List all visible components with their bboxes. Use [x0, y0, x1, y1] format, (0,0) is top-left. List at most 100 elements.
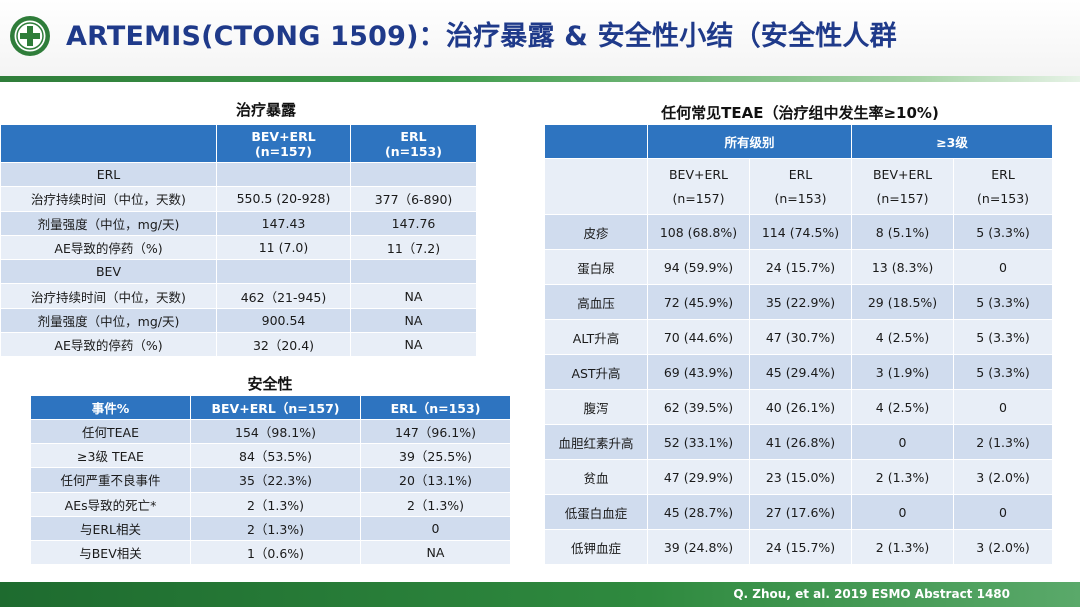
table-cell: 11（7.2) [350, 234, 477, 261]
table-cell: 94 (59.9%) [647, 249, 750, 285]
table-cell: 108 (68.8%) [647, 214, 750, 250]
table-cell: 45 (29.4%) [748, 354, 853, 390]
table-cell: 2（1.3%) [190, 515, 361, 541]
table-cell: 3 (1.9%) [851, 354, 955, 390]
table-cell: 20（13.1%) [360, 467, 511, 493]
table-cell: 4 (2.5%) [851, 389, 955, 425]
table-cell: 5 (3.3%) [953, 284, 1054, 320]
row-label: 低钾血症 [544, 529, 648, 565]
row-label: 治疗持续时间（中位，天数) [0, 186, 217, 212]
table-cell: 35（22.3%) [190, 467, 361, 493]
safety-header-event: 事件% [30, 395, 191, 420]
table-row: 低蛋白血症 45 (28.7%) 27 (17.6%) 0 0 [544, 494, 1054, 530]
table-cell: NA [350, 332, 477, 358]
citation: Q. Zhou, et al. 2019 ESMO Abstract 1480 [733, 587, 1010, 601]
table-cell: 462（21-945) [216, 283, 351, 309]
row-label: 血胆红素升高 [544, 424, 648, 460]
row-label: 与ERL相关 [30, 515, 191, 541]
table-row: BEV [0, 259, 477, 285]
table-cell: 39（25.5%) [360, 443, 511, 469]
table-cell: 8 (5.1%) [851, 214, 955, 250]
table-row: 与ERL相关 2（1.3%) 0 [30, 515, 511, 541]
table-row: 剂量强度（中位，mg/天) 900.54 NA [0, 307, 477, 334]
table-cell: 84（53.5%) [190, 443, 361, 469]
table-cell: 147.76 [350, 210, 477, 236]
table-cell: 2（1.3%) [360, 491, 511, 517]
teae-header-grade3: ≥3级 [851, 124, 1054, 159]
row-label: 剂量强度（中位，mg/天) [0, 210, 217, 236]
row-label: AST升高 [544, 354, 648, 390]
table-cell: 0 [360, 515, 511, 541]
exposure-header-blank [0, 124, 217, 163]
table-row: ≥3级 TEAE 84（53.5%) 39（25.5%) [30, 443, 511, 469]
table-cell: 550.5 (20-928) [216, 186, 351, 212]
table-cell: 5 (3.3%) [953, 354, 1054, 390]
table-cell: 47 (30.7%) [748, 319, 853, 355]
table-cell: 32（20.4) [216, 332, 351, 358]
footer-bar [0, 582, 1080, 607]
table-row: 治疗持续时间（中位，天数) 550.5 (20-928) 377（6-890) [0, 186, 477, 212]
table-cell: 154（98.1%) [190, 418, 361, 445]
table-cell: 29 (18.5%) [851, 284, 955, 320]
table-cell: 27 (17.6%) [748, 494, 853, 530]
row-label: ERL [0, 161, 217, 188]
table-row: 皮疹 108 (68.8%) 114 (74.5%) 8 (5.1%) 5 (3.3%) [544, 214, 1054, 250]
table-row: 血胆红素升高 52 (33.1%) 41 (26.8%) 0 2 (1.3%) [544, 424, 1054, 460]
row-label: 治疗持续时间（中位，天数) [0, 283, 217, 309]
table-row: 任何严重不良事件 35（22.3%) 20（13.1%) [30, 467, 511, 493]
row-label: 腹泻 [544, 389, 648, 425]
table-cell [216, 161, 351, 188]
table-row: AE导致的停药（%) 32（20.4) NA [0, 332, 477, 358]
table-row: ALT升高 70 (44.6%) 47 (30.7%) 4 (2.5%) 5 (3.3%… [544, 319, 1054, 355]
table-cell: 35 (22.9%) [748, 284, 853, 320]
table-cell: 147（96.1%) [360, 418, 511, 445]
exposure-table: BEV+ERL (n=157) ERL (n=153) ERL 治疗持续时间（中位，天… [0, 124, 477, 358]
row-label: ≥3级 TEAE [30, 443, 191, 469]
table-row: 高血压 72 (45.9%) 35 (22.9%) 29 (18.5%) 5 (3.3%… [544, 284, 1054, 320]
table-row: AEs导致的死亡* 2（1.3%) 2（1.3%) [30, 491, 511, 517]
table-row: ERL [0, 161, 477, 188]
table-cell: 3 (2.0%) [953, 529, 1054, 565]
table-row: 腹泻 62 (39.5%) 40 (26.1%) 4 (2.5%) 0 [544, 389, 1054, 425]
table-cell: 24 (15.7%) [748, 249, 853, 285]
table-cell [350, 259, 477, 285]
table-cell: 2 (1.3%) [851, 529, 955, 565]
row-label: 低蛋白血症 [544, 494, 648, 530]
teae-subheader-cell: ERL (n=153) [748, 158, 853, 215]
table-cell [350, 161, 477, 188]
table-cell: 24 (15.7%) [748, 529, 853, 565]
row-label: 任何TEAE [30, 418, 191, 445]
row-label: ALT升高 [544, 319, 648, 355]
table-cell: 3 (2.0%) [953, 459, 1054, 495]
table-row: 与BEV相关 1（0.6%) NA [30, 539, 511, 566]
safety-title: 安全性 [247, 375, 293, 393]
hospital-emblem-icon [10, 16, 50, 56]
teae-table: 所有级别 ≥3级 BEV+ERL (n=157) ERL (n=153) BEV+E… [544, 124, 1054, 565]
table-cell: 0 [953, 494, 1054, 530]
table-cell: 5 (3.3%) [953, 319, 1054, 355]
table-cell: 47 (29.9%) [647, 459, 750, 495]
table-cell: 70 (44.6%) [647, 319, 750, 355]
exposure-title: 治疗暴露 [235, 101, 296, 119]
teae-title: 任何常见TEAE（治疗组中发生率≥10%) [661, 104, 939, 122]
table-cell: 0 [851, 424, 955, 460]
table-cell: 2 (1.3%) [851, 459, 955, 495]
table-cell: NA [350, 307, 477, 334]
table-cell: 114 (74.5%) [748, 214, 853, 250]
table-row: 贫血 47 (29.9%) 23 (15.0%) 2 (1.3%) 3 (2.0%) [544, 459, 1054, 495]
table-cell [216, 259, 351, 285]
table-cell: 0 [953, 249, 1054, 285]
row-label: AEs导致的死亡* [30, 491, 191, 517]
teae-subheader-blank [544, 158, 648, 215]
header-divider [0, 76, 1080, 82]
table-row: 蛋白尿 94 (59.9%) 24 (15.7%) 13 (8.3%) 0 [544, 249, 1054, 285]
teae-subheader-cell: BEV+ERL (n=157) [647, 158, 750, 215]
table-row: 治疗持续时间（中位，天数) 462（21-945) NA [0, 283, 477, 309]
table-cell: 41 (26.8%) [748, 424, 853, 460]
row-label: AE导致的停药（%) [0, 332, 217, 358]
table-cell: 11 (7.0) [216, 234, 351, 261]
table-cell: 2 (1.3%) [953, 424, 1054, 460]
teae-header-all-grades: 所有级别 [646, 124, 853, 159]
table-row: AST升高 69 (43.9%) 45 (29.4%) 3 (1.9%) 5 (3.3%… [544, 354, 1054, 390]
teae-header-blank [544, 124, 648, 159]
